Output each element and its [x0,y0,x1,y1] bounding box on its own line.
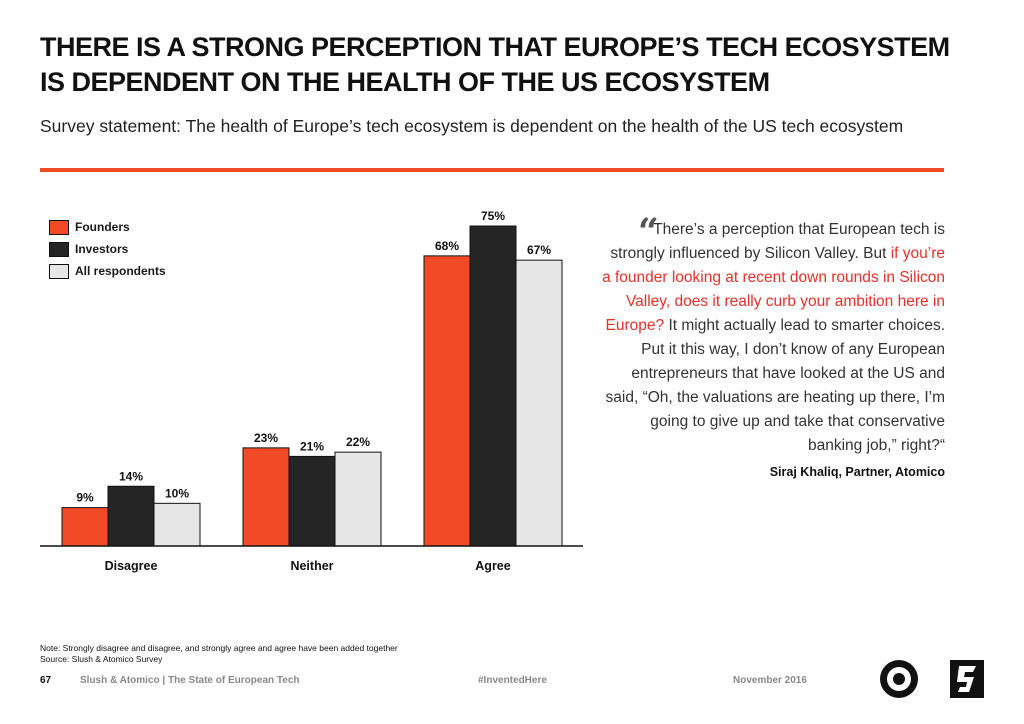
category-label-neither: Neither [290,559,333,573]
slush-logo-icon [880,660,918,698]
page-number: 67 [40,675,52,686]
atomico-logo-glyph [957,666,976,692]
category-label-disagree: Disagree [105,559,158,573]
legend-swatch-all-respondents [49,263,69,279]
legend-swatch-founders [49,219,69,235]
quote-mark-icon: “ [638,211,659,253]
quote-highlight: if you’re a founder looking at recent do… [602,245,945,334]
bar-all-respondents-disagree [153,502,201,547]
legend-label-founders: Founders [75,220,130,234]
source-text: Source: Slush & Atomico Survey [40,654,163,664]
data-label-all-respondents-disagree: 10% [165,486,189,500]
legend-item-founders: Founders [49,216,166,238]
chart-legend: Founders Investors All respondents [49,216,166,282]
bar-investors-neither [288,455,336,547]
note-text: Note: Strongly disagree and disagree, an… [40,643,398,653]
data-label-investors-agree: 75% [481,209,505,223]
legend-item-all-respondents: All respondents [49,260,166,282]
data-label-all-respondents-neither: 22% [346,435,370,449]
chart-notes: Note: Strongly disagree and disagree, an… [40,643,398,665]
data-label-all-respondents-agree: 67% [527,243,551,257]
slush-logo-dot [893,673,905,685]
bar-founders-disagree [61,507,109,547]
footer-publication: Slush & Atomico | The State of European … [80,675,300,686]
quote-text-part1: There’s a perception that European tech … [610,221,945,262]
data-label-investors-neither: 21% [300,439,324,453]
page-subtitle: Survey statement: The health of Europe’s… [40,116,904,136]
bar-all-respondents-neither [334,451,382,547]
legend-swatch-investors [49,241,69,257]
data-label-founders-neither: 23% [254,431,278,445]
category-label-agree: Agree [475,559,510,573]
atomico-logo-icon [950,660,984,698]
bar-chart: 9% 14% 10% Disagree 23% 21% 22% Neither 68% 75% 67… [40,209,583,573]
legend-label-investors: Investors [75,242,129,256]
data-label-founders-disagree: 9% [76,491,94,505]
legend-item-investors: Investors [49,238,166,260]
page-title: THERE IS A STRONG PERCEPTION THAT EUROPE… [40,32,950,97]
footer-date: November 2016 [733,675,807,686]
quote-block: “ There’s a perception that European tec… [600,214,945,484]
data-label-investors-disagree: 14% [119,469,143,483]
bar-all-respondents-agree [515,259,563,547]
bar-investors-disagree [107,485,155,547]
footer-hashtag: #InventedHere [478,675,547,686]
data-label-founders-agree: 68% [435,239,459,253]
header-divider [40,168,944,172]
quote-attribution: Siraj Khaliq, Partner, Atomico [769,465,945,479]
legend-label-all-respondents: All respondents [75,264,166,278]
bar-investors-agree [469,225,517,547]
bar-founders-neither [242,447,290,547]
bar-founders-agree [423,255,471,547]
quote-text-part2: It might actually lead to smarter choice… [605,317,945,454]
